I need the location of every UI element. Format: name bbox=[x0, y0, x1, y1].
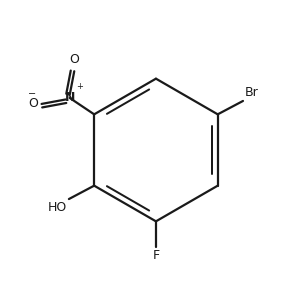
Text: Br: Br bbox=[244, 86, 258, 100]
Text: F: F bbox=[152, 249, 160, 262]
Text: N: N bbox=[64, 92, 75, 104]
Text: O: O bbox=[29, 98, 39, 110]
Text: +: + bbox=[76, 82, 83, 91]
Text: −: − bbox=[28, 88, 36, 99]
Text: O: O bbox=[69, 53, 79, 66]
Text: HO: HO bbox=[48, 200, 68, 214]
